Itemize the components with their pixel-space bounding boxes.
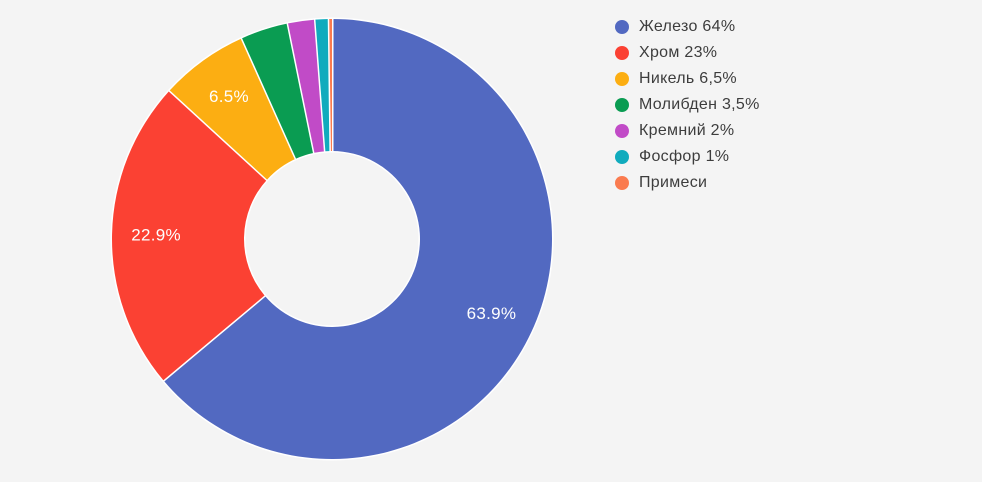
legend-marker-icon xyxy=(615,150,629,164)
pie-slice-impurities[interactable] xyxy=(327,17,334,153)
legend-marker-icon xyxy=(615,46,629,60)
legend-item-impurities[interactable]: Примеси xyxy=(615,170,760,196)
legend-item-label: Фосфор 1% xyxy=(639,148,730,165)
pie-slice-chromium[interactable] xyxy=(110,88,269,382)
legend-item-silicon[interactable]: Кремний 2% xyxy=(615,118,760,144)
legend-item-label: Никель 6,5% xyxy=(639,70,737,87)
legend-item-label: Железо 64% xyxy=(639,18,736,35)
legend-marker-icon xyxy=(615,124,629,138)
legend-marker-icon xyxy=(615,98,629,112)
legend-item-phosphorus[interactable]: Фосфор 1% xyxy=(615,144,760,170)
legend-item-label: Хром 23% xyxy=(639,44,718,61)
legend-item-chromium[interactable]: Хром 23% xyxy=(615,40,760,66)
legend-item-nickel[interactable]: Никель 6,5% xyxy=(615,66,760,92)
legend-item-label: Молибден 3,5% xyxy=(639,96,760,113)
legend-item-iron[interactable]: Железо 64% xyxy=(615,14,760,40)
pie-slice-iron[interactable] xyxy=(161,17,554,461)
legend-marker-icon xyxy=(615,72,629,86)
legend-item-label: Кремний 2% xyxy=(639,122,735,139)
legend-marker-icon xyxy=(615,20,629,34)
legend: Железо 64% Хром 23% Никель 6,5% Молибден… xyxy=(615,14,760,196)
legend-marker-icon xyxy=(615,176,629,190)
legend-item-molybdenum[interactable]: Молибден 3,5% xyxy=(615,92,760,118)
legend-item-label: Примеси xyxy=(639,174,708,191)
